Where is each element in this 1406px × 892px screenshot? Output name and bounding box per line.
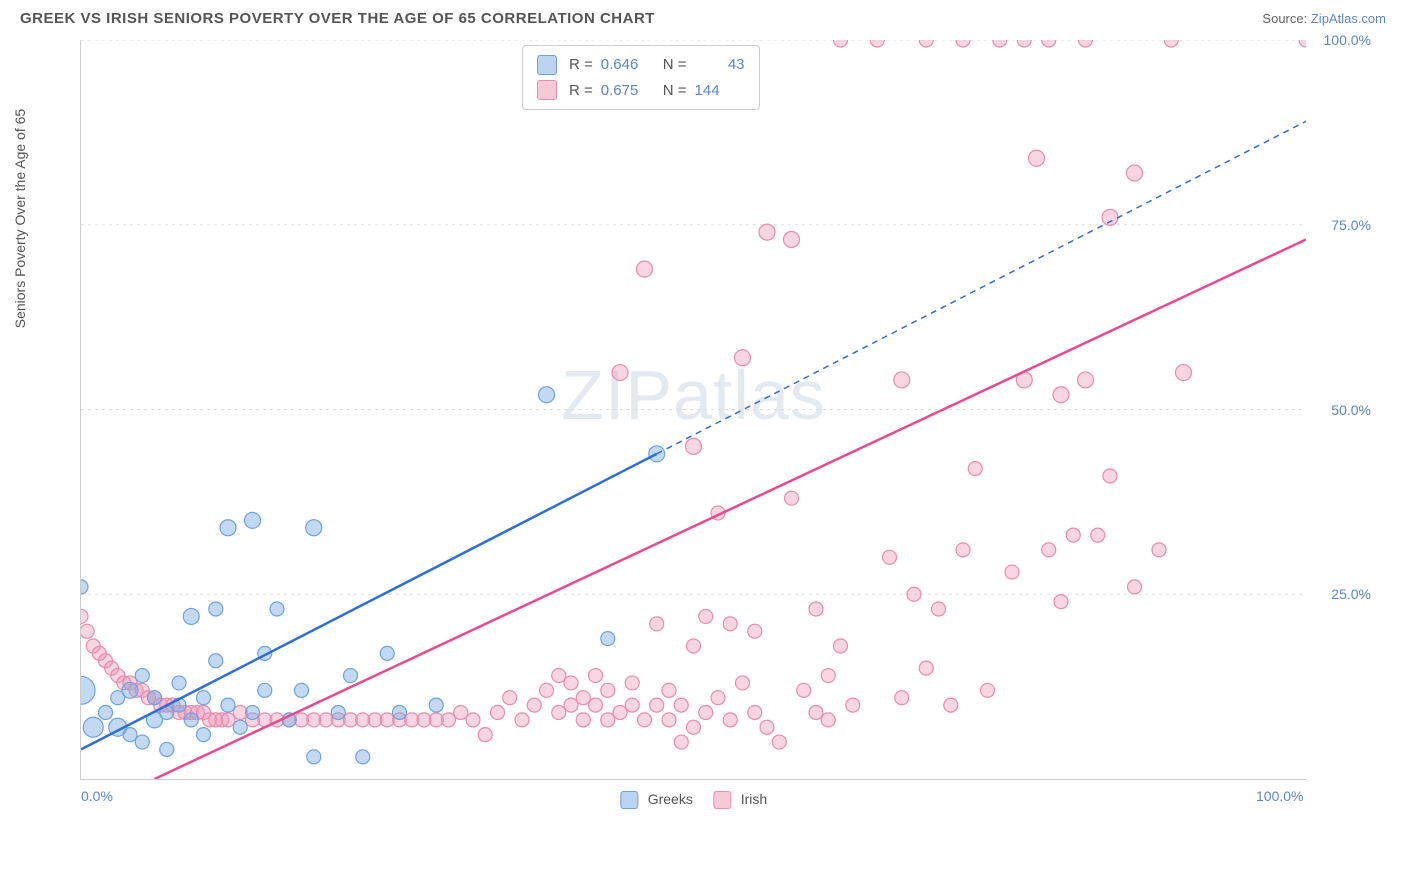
chart-container: Seniors Poverty Over the Age of 65 ZIPat…: [60, 40, 1376, 820]
legend-swatch-greeks: [537, 55, 557, 75]
source-attribution: Source: ZipAtlas.com: [1262, 11, 1386, 26]
legend-item-irish: Irish: [713, 791, 767, 809]
legend-row-greeks: R = 0.646 N = 43: [537, 52, 745, 78]
stat-n-greeks: 43: [695, 52, 745, 78]
series-legend: Greeks Irish: [620, 791, 767, 809]
legend-label: Irish: [741, 791, 767, 807]
y-tick-label: 100.0%: [1324, 32, 1371, 48]
plot-area: ZIPatlas R = 0.646 N = 43 R = 0.675 N = …: [80, 40, 1306, 780]
source-label: Source:: [1262, 11, 1307, 26]
stat-label-n: N =: [663, 78, 687, 104]
legend-swatch-icon: [713, 791, 731, 809]
legend-row-irish: R = 0.675 N = 144: [537, 78, 745, 104]
legend-swatch-icon: [620, 791, 638, 809]
stat-label-r: R =: [569, 78, 593, 104]
x-tick-label: 0.0%: [81, 788, 113, 804]
legend-label: Greeks: [648, 791, 693, 807]
y-tick-label: 25.0%: [1331, 586, 1371, 602]
correlation-legend: R = 0.646 N = 43 R = 0.675 N = 144: [522, 45, 760, 110]
x-tick-label: 100.0%: [1256, 788, 1303, 804]
chart-title: GREEK VS IRISH SENIORS POVERTY OVER THE …: [20, 10, 655, 27]
y-axis-label: Seniors Poverty Over the Age of 65: [12, 109, 28, 328]
y-tick-label: 75.0%: [1331, 217, 1371, 233]
scatter-svg: [81, 40, 1306, 779]
legend-item-greeks: Greeks: [620, 791, 693, 809]
stat-n-irish: 144: [695, 78, 745, 104]
legend-swatch-irish: [537, 80, 557, 100]
source-link[interactable]: ZipAtlas.com: [1311, 11, 1386, 26]
y-tick-label: 50.0%: [1331, 402, 1371, 418]
stat-r-irish: 0.675: [601, 78, 651, 104]
header-bar: GREEK VS IRISH SENIORS POVERTY OVER THE …: [0, 0, 1406, 35]
stat-r-greeks: 0.646: [601, 52, 651, 78]
stat-label-r: R =: [569, 52, 593, 78]
stat-label-n: N =: [663, 52, 687, 78]
